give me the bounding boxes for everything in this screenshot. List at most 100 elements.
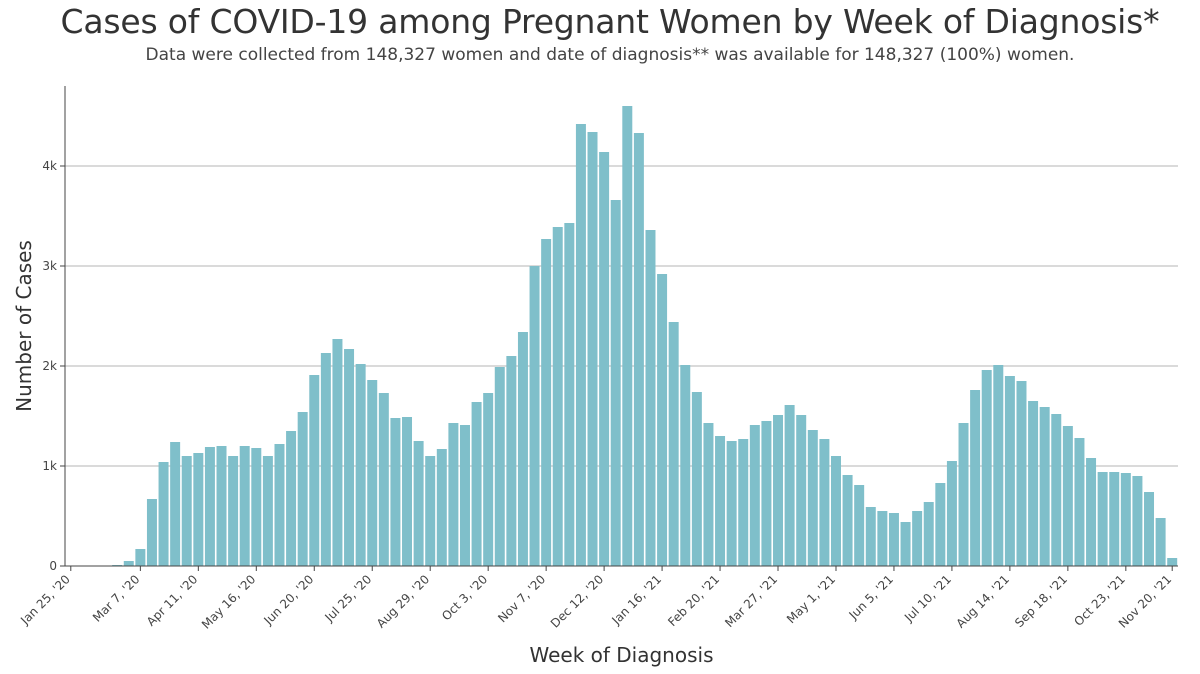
bar[interactable]	[842, 475, 853, 566]
bar[interactable]	[1167, 558, 1178, 566]
bar[interactable]	[146, 499, 157, 566]
bar[interactable]	[773, 415, 784, 566]
chart-title: Cases of COVID-19 among Pregnant Women b…	[60, 2, 1160, 41]
bar[interactable]	[865, 507, 876, 566]
y-tick-label: 2k	[42, 359, 57, 373]
bar[interactable]	[680, 365, 691, 566]
bar[interactable]	[309, 375, 320, 566]
bar[interactable]	[877, 511, 888, 566]
bar[interactable]	[912, 511, 923, 566]
bar[interactable]	[970, 390, 981, 566]
bar[interactable]	[564, 223, 575, 566]
bar[interactable]	[390, 418, 401, 566]
bar[interactable]	[135, 549, 146, 566]
bar[interactable]	[807, 430, 818, 566]
bar[interactable]	[633, 133, 644, 566]
bar[interactable]	[448, 423, 459, 566]
bar[interactable]	[1132, 476, 1143, 566]
bar[interactable]	[645, 230, 656, 566]
bar[interactable]	[436, 449, 447, 566]
bar[interactable]	[228, 456, 239, 566]
y-axis: 0 1k 2k 3k 4k	[42, 86, 66, 573]
x-tick-label: Jan 25, '20	[17, 572, 73, 628]
bar[interactable]	[691, 392, 702, 566]
bar[interactable]	[599, 152, 610, 566]
bar[interactable]	[761, 421, 772, 566]
bar[interactable]	[1016, 381, 1027, 566]
bar[interactable]	[297, 412, 308, 566]
bar[interactable]	[1086, 458, 1097, 566]
bar[interactable]	[575, 124, 586, 566]
bar[interactable]	[1051, 414, 1062, 566]
bar[interactable]	[425, 456, 436, 566]
bar[interactable]	[668, 322, 679, 566]
bar[interactable]	[1097, 472, 1108, 566]
bar[interactable]	[367, 380, 378, 566]
bar[interactable]	[402, 417, 413, 566]
bar[interactable]	[517, 332, 528, 566]
bar[interactable]	[1004, 376, 1015, 566]
bar[interactable]	[344, 349, 355, 566]
bar[interactable]	[738, 439, 749, 566]
bar[interactable]	[251, 448, 262, 566]
bar[interactable]	[784, 405, 795, 566]
bar[interactable]	[193, 453, 204, 566]
bar[interactable]	[541, 239, 552, 566]
x-tick-label: Nov 7, '20	[495, 572, 548, 625]
bar[interactable]	[286, 431, 297, 566]
bar[interactable]	[529, 266, 540, 566]
bar[interactable]	[900, 522, 911, 566]
bar[interactable]	[158, 462, 169, 566]
bar[interactable]	[981, 370, 992, 566]
bar[interactable]	[123, 561, 134, 566]
bar[interactable]	[935, 483, 946, 566]
bar[interactable]	[958, 423, 969, 566]
bar[interactable]	[854, 485, 865, 566]
bar[interactable]	[830, 456, 841, 566]
bar[interactable]	[819, 439, 830, 566]
bar[interactable]	[1155, 518, 1166, 566]
bar[interactable]	[622, 106, 633, 566]
bar[interactable]	[1074, 438, 1085, 566]
bar[interactable]	[216, 446, 227, 566]
bar[interactable]	[726, 441, 737, 566]
bar[interactable]	[471, 402, 482, 566]
x-axis-title: Week of Diagnosis	[529, 643, 713, 667]
bar[interactable]	[332, 339, 343, 566]
bar[interactable]	[1028, 401, 1039, 566]
bar[interactable]	[1109, 472, 1120, 566]
bar[interactable]	[459, 425, 470, 566]
bar[interactable]	[181, 456, 192, 566]
bar[interactable]	[657, 274, 668, 566]
bar[interactable]	[483, 393, 494, 566]
bar[interactable]	[993, 365, 1004, 566]
bar[interactable]	[715, 436, 726, 566]
bar[interactable]	[378, 393, 389, 566]
bar[interactable]	[587, 132, 598, 566]
bar[interactable]	[610, 200, 621, 566]
bar[interactable]	[796, 415, 807, 566]
bar[interactable]	[1120, 473, 1131, 566]
bar[interactable]	[239, 446, 250, 566]
bar[interactable]	[355, 364, 366, 566]
bar[interactable]	[262, 456, 273, 566]
bar[interactable]	[703, 423, 714, 566]
bar[interactable]	[320, 353, 331, 566]
bar[interactable]	[923, 502, 934, 566]
bar[interactable]	[274, 444, 285, 566]
bar[interactable]	[1039, 407, 1050, 566]
bar[interactable]	[1144, 492, 1155, 566]
bar[interactable]	[170, 442, 181, 566]
y-tick-label: 3k	[42, 259, 57, 273]
bar[interactable]	[552, 227, 563, 566]
bar[interactable]	[749, 425, 760, 566]
bar[interactable]	[494, 367, 505, 566]
x-tick-label: May 16, '20	[199, 572, 258, 631]
bar[interactable]	[204, 447, 215, 566]
bar[interactable]	[1062, 426, 1073, 566]
bar[interactable]	[888, 513, 899, 566]
bar[interactable]	[413, 441, 424, 566]
bar[interactable]	[506, 356, 517, 566]
bar[interactable]	[946, 461, 957, 566]
